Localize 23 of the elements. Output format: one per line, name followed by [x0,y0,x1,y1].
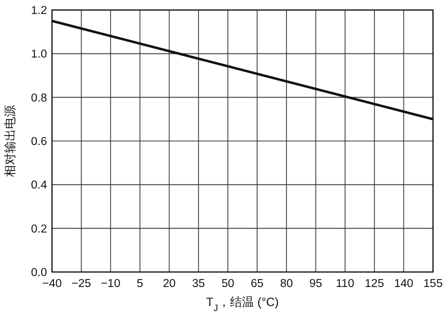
x-tick-label: 155 [423,278,443,290]
x-tick-label: 80 [280,278,293,290]
x-tick-label: 5 [136,278,144,290]
y-tick-label: 0.2 [31,223,47,236]
x-tick-label: 140 [394,278,414,290]
x-axis-title: T$_{J}$，结温 (°C) [206,295,279,313]
x-tick-label: −40 [42,278,62,290]
x-tick-label: 95 [309,278,322,290]
y-tick-label: 0.4 [31,180,48,192]
y-tick-label: 1.0 [31,48,47,61]
x-tick-label: −25 [72,278,92,290]
x-tick-label: 110 [336,278,354,290]
y-tick-label: 0.0 [31,267,47,279]
x-tick-label: −10 [100,278,120,290]
x-tick-label: 125 [364,278,384,290]
y-tick-label: 0.6 [31,136,47,148]
y-tick-label: 1.2 [31,5,47,17]
y-tick-label: 0.8 [31,92,47,104]
y-axis-title: 相对输出电源 [3,105,17,177]
x-tick-label: 50 [221,278,234,290]
x-tick-label: 20 [162,278,176,290]
x-tick-label: 35 [192,278,205,290]
x-tick-label: 65 [250,278,264,290]
